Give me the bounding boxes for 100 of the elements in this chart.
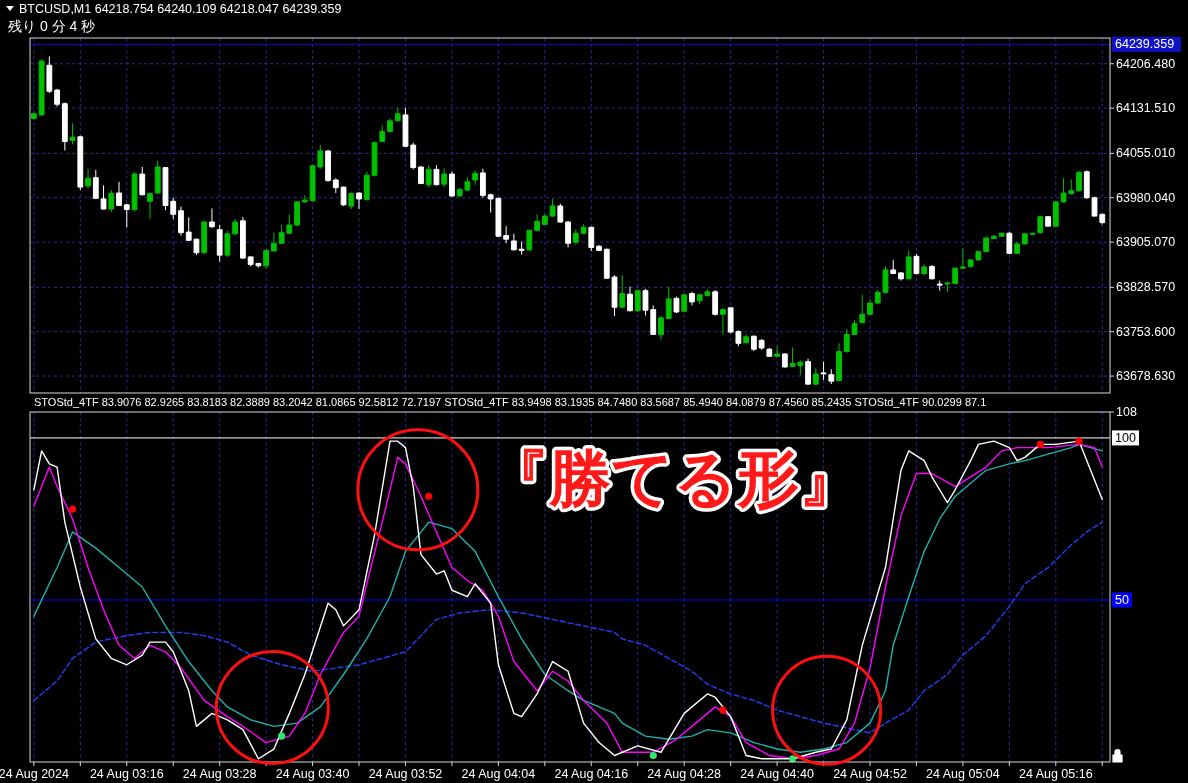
candlestick xyxy=(38,58,45,117)
candlestick xyxy=(154,159,161,195)
candlestick xyxy=(178,206,184,237)
candlestick xyxy=(270,232,277,253)
candlestick xyxy=(92,169,99,200)
candlestick xyxy=(510,233,517,251)
candlestick xyxy=(766,347,773,358)
candlestick xyxy=(944,281,951,293)
candlestick xyxy=(85,168,91,189)
point xyxy=(788,755,797,763)
candlestick xyxy=(449,171,455,198)
candlestick xyxy=(1029,232,1036,235)
candlestick xyxy=(836,342,842,382)
candlestick xyxy=(549,198,556,218)
y-tick-label: 63753.600 xyxy=(1116,324,1176,339)
y-tick-label: 100 xyxy=(1115,430,1136,445)
candlestick xyxy=(983,236,990,253)
candlestick xyxy=(394,107,401,122)
point xyxy=(68,505,77,513)
candlestick xyxy=(1052,200,1059,228)
candlestick xyxy=(294,200,300,227)
candlestick xyxy=(147,191,153,220)
x-tick-label: 24 Aug 03:16 xyxy=(89,767,164,781)
y-tick-label: 64131.510 xyxy=(1116,101,1176,116)
candlestick xyxy=(781,352,788,369)
x-tick-label: 24 Aug 04:40 xyxy=(740,767,814,781)
candlestick xyxy=(201,220,208,255)
point xyxy=(719,706,727,714)
candlestick xyxy=(557,203,564,224)
candlestick xyxy=(61,101,68,151)
x-tick-label: 24 Aug 05:04 xyxy=(926,767,1000,781)
text: 残り 0 分 4 秒 xyxy=(8,18,96,34)
candlestick xyxy=(867,299,873,316)
candlestick xyxy=(998,232,1005,238)
candlestick xyxy=(905,249,912,280)
candlestick xyxy=(913,253,920,276)
candlestick xyxy=(588,226,595,252)
candlestick xyxy=(929,264,935,280)
x-tick-label: 24 Aug 04:16 xyxy=(554,767,629,781)
candlestick xyxy=(774,345,780,358)
candlestick xyxy=(77,135,84,191)
candlestick xyxy=(627,286,633,312)
candlestick xyxy=(356,191,362,210)
candlestick xyxy=(325,149,331,183)
candlestick xyxy=(619,274,626,309)
y-tick-label: 63980.040 xyxy=(1116,190,1176,205)
candlestick xyxy=(712,289,719,316)
candlestick xyxy=(1006,231,1013,255)
point xyxy=(649,751,657,760)
candlestick xyxy=(108,189,115,213)
candlestick xyxy=(54,88,60,108)
candlestick xyxy=(116,181,122,207)
candlestick xyxy=(952,267,959,285)
candlestick xyxy=(805,358,811,386)
candlestick xyxy=(263,248,270,270)
candlestick xyxy=(209,207,215,229)
x-tick-label: 24 Aug 03:28 xyxy=(182,767,257,781)
candlestick xyxy=(689,291,695,306)
x-tick-label: 24 Aug 04:28 xyxy=(647,767,722,781)
annotation: 『勝てる形』 xyxy=(487,444,861,513)
x-tick-label: 24 Aug 04:52 xyxy=(833,767,907,781)
candlestick xyxy=(541,213,548,226)
candlestick xyxy=(441,167,448,188)
x-tick-label: 24 Aug 05:16 xyxy=(1018,767,1093,781)
candlestick xyxy=(1045,215,1051,228)
x-tick-label: 24 Aug 04:04 xyxy=(461,767,536,781)
candlestick xyxy=(418,165,424,185)
y-tick-label: 63678.630 xyxy=(1116,369,1176,384)
line-series xyxy=(33,521,1103,734)
candlestick xyxy=(936,280,943,292)
candlestick xyxy=(240,216,246,260)
candlestick xyxy=(743,333,750,344)
candlestick xyxy=(387,117,393,133)
candlestick xyxy=(580,223,587,235)
candlestick xyxy=(332,177,339,194)
candlestick xyxy=(433,164,440,186)
candlestick xyxy=(518,241,525,256)
candlestick xyxy=(224,230,231,258)
y-tick-label: 63828.570 xyxy=(1116,280,1176,295)
candlestick xyxy=(46,55,53,94)
ref-line-label: 64239.359 xyxy=(1115,37,1175,52)
candlestick xyxy=(131,171,138,212)
candlestick xyxy=(30,112,37,121)
candlestick xyxy=(100,184,107,211)
candlestick xyxy=(480,168,486,199)
candlestick xyxy=(990,234,997,240)
candlestick xyxy=(750,335,757,352)
candlestick xyxy=(139,166,146,196)
text: BTCUSD,M1 64218.754 64240.109 64218.047 64239.359 xyxy=(19,2,342,16)
candlestick xyxy=(1037,215,1044,234)
candlestick xyxy=(503,225,510,244)
y-tick-label: 64055.010 xyxy=(1116,146,1176,161)
candlestick xyxy=(596,244,602,252)
candlestick xyxy=(859,294,866,325)
candlestick xyxy=(526,229,533,252)
candlestick xyxy=(812,367,819,386)
candlestick xyxy=(425,164,432,188)
text: STOStd_4TF 83.9076 82.9265 83.8183 82.3889 83.2042 81.0865 92.5812 72.7197 STOStd_4TF 83.9498 83.1935 84.7480 83.5687 85.4940 84.0879 87.4560 85.2435 STOStd_4TF 90.0299 87.1 xyxy=(34,396,987,408)
candlestick xyxy=(340,186,347,207)
candlestick xyxy=(69,122,76,145)
